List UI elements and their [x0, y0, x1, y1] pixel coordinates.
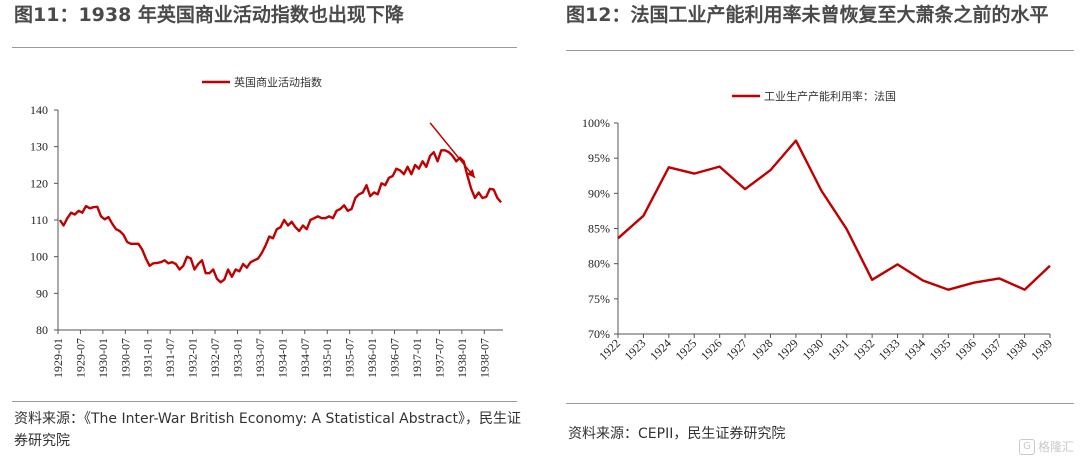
y-tick-label: 100	[30, 250, 48, 264]
figure-11-source-note: 资料来源：《The Inter-War British Economy: A S…	[14, 411, 521, 449]
x-tick-label: 1923	[622, 336, 649, 363]
x-tick-label: 1934-01	[275, 338, 289, 378]
figure-11-title: 图11：1938 年英国商业活动指数也出现下降	[14, 4, 404, 26]
x-tick-label: 1939	[1028, 336, 1055, 363]
x-tick-label: 1933-01	[230, 338, 244, 378]
figure-12-panel: 图12：法国工业产能利用率未曾恢复至大萧条之前的水平 工业生产产能利用率：法国 …	[548, 0, 1080, 459]
decline-arrow-annotation	[429, 122, 476, 179]
x-tick-label: 1937-07	[432, 338, 446, 378]
x-tick-label: 1930-01	[96, 338, 110, 378]
x-tick-label: 1924	[647, 336, 674, 363]
chart-axes	[57, 110, 503, 331]
watermark: G 格隆汇	[1018, 438, 1074, 455]
x-tick-label: 1934-07	[298, 338, 312, 378]
x-tick-label: 1938-01	[455, 338, 469, 378]
figure-11-top-divider	[12, 47, 517, 48]
series-line-group	[58, 149, 503, 284]
y-tick-label: 80%	[588, 257, 610, 271]
y-axis-ticks: 80 90 100 110 120 130 140	[30, 103, 58, 337]
x-tick-label: 1937	[977, 336, 1004, 363]
uk-business-activity-line	[58, 149, 503, 284]
x-tick-label: 1931-07	[163, 338, 177, 378]
y-tick-label: 120	[30, 176, 48, 190]
x-tick-label: 1932-01	[186, 338, 200, 378]
series-line-group	[617, 139, 1051, 291]
y-tick-label: 70%	[588, 327, 610, 341]
x-tick-label: 1934	[901, 336, 928, 363]
x-tick-label: 1935	[927, 336, 954, 363]
x-tick-label: 1926	[698, 336, 725, 363]
x-tick-label: 1929-01	[51, 338, 65, 378]
y-tick-label: 140	[30, 103, 48, 117]
x-tick-label: 1937-01	[410, 338, 424, 378]
y-tick-label: 100%	[582, 116, 610, 130]
x-tick-label: 1931	[825, 336, 852, 363]
x-tick-label: 1938	[1003, 336, 1030, 363]
figure-12-bottom-divider	[566, 403, 1074, 404]
y-tick-label: 110	[30, 213, 48, 227]
legend-label: 工业生产产能利用率：法国	[764, 89, 896, 103]
x-tick-label: 1931-01	[141, 338, 155, 378]
x-tick-label: 1936-07	[388, 338, 402, 378]
chart-axes	[617, 123, 1050, 335]
x-tick-label: 1933	[876, 336, 903, 363]
y-tick-label: 90	[36, 286, 48, 300]
x-tick-label: 1930-07	[118, 338, 132, 378]
x-tick-label: 1925	[672, 336, 699, 363]
watermark-logo-icon: G	[1018, 438, 1035, 455]
watermark-text: 格隆汇	[1037, 440, 1074, 454]
x-tick-label: 1935-01	[320, 338, 334, 378]
x-tick-label: 1932	[850, 336, 877, 363]
x-axis-ticks: 1922192319241925192619271928192919301931…	[596, 334, 1055, 363]
x-tick-label: 1928	[749, 336, 776, 363]
x-tick-label: 1929-07	[73, 338, 87, 378]
arrow-shaft	[429, 122, 476, 179]
x-tick-label: 1933-07	[253, 338, 267, 378]
x-tick-label: 1927	[723, 336, 750, 363]
figure-12-source-note: 资料来源：CEPII，民生证券研究院	[568, 426, 786, 442]
france-capacity-utilization-line	[617, 139, 1051, 291]
x-tick-label: 1932-07	[208, 338, 222, 378]
arrow-head	[466, 169, 475, 178]
figure-11-bottom-divider	[12, 401, 517, 402]
y-tick-label: 90%	[588, 186, 610, 200]
france-capacity-utilization-chart: 工业生产产能利用率：法国 70% 75% 80% 85% 90% 95% 100% 1922…	[582, 89, 1055, 363]
y-tick-label: 80	[36, 323, 48, 337]
x-tick-label: 1929	[774, 336, 801, 363]
x-tick-label: 1936	[952, 336, 979, 363]
y-tick-label: 75%	[588, 292, 610, 306]
chart-legend: 工业生产产能利用率：法国	[732, 89, 896, 103]
legend-label: 英国商业活动指数	[234, 75, 322, 89]
chart-legend: 英国商业活动指数	[202, 75, 322, 89]
figure-12-top-divider	[566, 50, 1074, 51]
y-tick-label: 130	[30, 140, 48, 154]
y-tick-label: 95%	[588, 151, 610, 165]
figure-12-title: 图12：法国工业产能利用率未曾恢复至大萧条之前的水平	[566, 4, 1049, 26]
x-tick-label: 1938-07	[477, 338, 491, 378]
figure-11-panel: 图11：1938 年英国商业活动指数也出现下降 英国商业活动指数 80 90 100…	[0, 0, 530, 459]
x-tick-label: 1936-01	[365, 338, 379, 378]
x-tick-label: 1930	[800, 336, 827, 363]
x-axis-ticks: 1929-01 1929-07 1930-01 1930-07 1931-01 1931-…	[51, 330, 491, 378]
x-tick-label: 1935-07	[343, 338, 357, 378]
y-axis-ticks: 70% 75% 80% 85% 90% 95% 100%	[582, 116, 618, 341]
y-tick-label: 85%	[588, 222, 610, 236]
